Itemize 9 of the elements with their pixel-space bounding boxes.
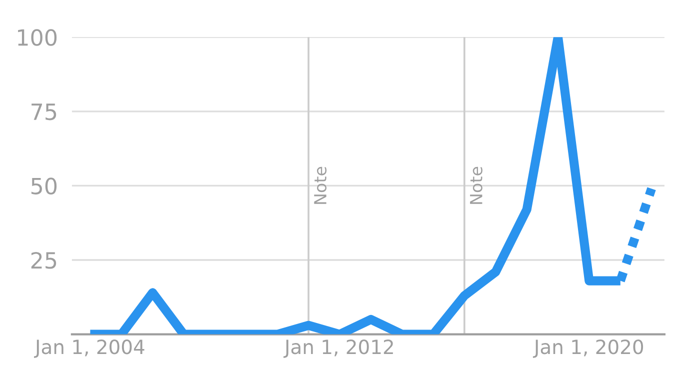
- x-tick-label: Jan 1, 2004: [34, 340, 144, 358]
- ref-line-label: Note: [314, 166, 327, 204]
- y-tick-label: 50: [31, 178, 57, 194]
- ref-line-label: Note: [470, 166, 482, 204]
- x-tick-label: Jan 1, 2012: [283, 340, 393, 358]
- y-tick-label: 75: [32, 104, 56, 120]
- y-tick-label: 25: [31, 252, 56, 269]
- x-tick-label: Jan 1, 2020: [532, 340, 644, 358]
- y-tick-label: 100: [18, 29, 57, 46]
